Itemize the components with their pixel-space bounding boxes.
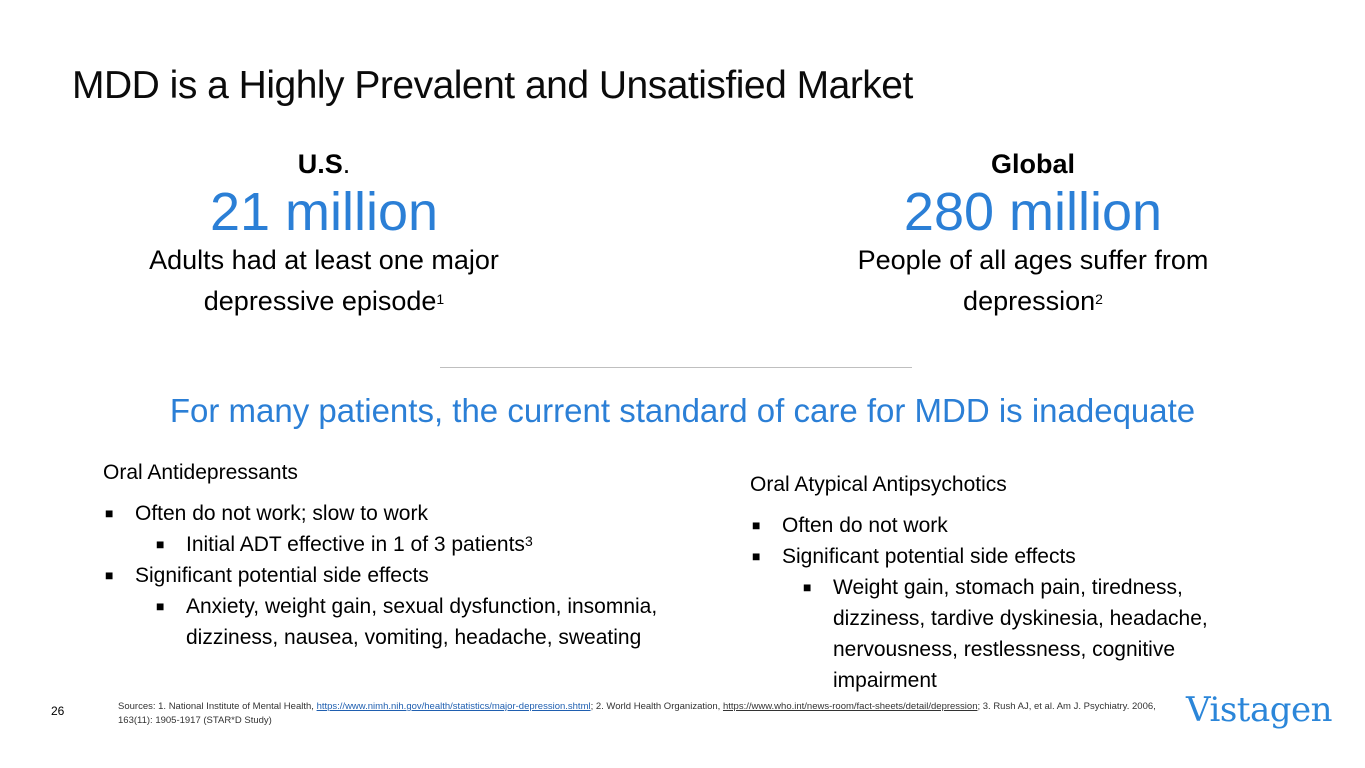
global-ref-superscript: 2 [1095,291,1103,307]
column-heading: Oral Antidepressants [103,461,298,484]
us-label: U.S. [297,149,351,179]
bullet-item: ■ Often do not work; slow to work [103,498,743,529]
who-source-link[interactable]: https://www.who.int/news-room/fact-sheet… [722,701,978,712]
sub-bullet-item: ■ Weight gain, stomach pain, tiredness, d… [750,572,1280,696]
bullet-square-icon: ■ [105,567,114,583]
global-description: People of all ages suffer from depressio… [857,245,1209,316]
slide-title: MDD is a Highly Prevalent and Unsatisfie… [72,64,913,107]
us-description: Adults had at least one major depressive… [149,245,499,316]
bullet-square-icon: ■ [752,517,761,533]
page-number: 26 [51,704,65,718]
sources-footnote: Sources: 1. National Institute of Mental… [118,701,1156,726]
nimh-source-link[interactable]: https://www.nimh.nih.gov/health/statisti… [316,701,591,712]
bullet-item: ■ Significant potential side effects [103,560,743,591]
vistagen-logo: Vistagen [1186,690,1333,730]
column-heading: Oral Atypical Antipsychotics [750,473,1007,496]
global-label: Global [990,149,1075,179]
us-stat-block: U.S. 21 million Adults had at least one … [100,146,548,322]
bullet-item: ■ Often do not work [750,510,1280,541]
global-number: 280 million [903,182,1163,242]
bullet-square-icon: ■ [752,548,761,564]
us-number: 21 million [209,182,439,242]
sub-bullet-item: ■ Initial ADT effective in 1 of 3 patient… [103,529,743,560]
divider [440,367,912,368]
bullet-square-icon: ■ [803,579,812,595]
global-stat-block: Global 280 million People of all ages su… [810,146,1256,322]
bullet-square-icon: ■ [105,505,114,521]
headline: For many patients, the current standard … [169,392,1196,429]
oral-antidepressants-column: Oral Antidepressants ■ Often do not work;… [103,457,743,653]
sub-bullet-item: ■ Anxiety, weight gain, sexual dysfunctio… [103,591,743,653]
bullet-item: ■ Significant potential side effects [750,541,1280,572]
us-ref-superscript: 1 [436,291,445,307]
bullet-square-icon: ■ [156,536,165,552]
oral-atypical-antipsychotics-column: Oral Atypical Antipsychotics ■ Often do n… [750,469,1280,696]
bullet-square-icon: ■ [156,598,165,614]
